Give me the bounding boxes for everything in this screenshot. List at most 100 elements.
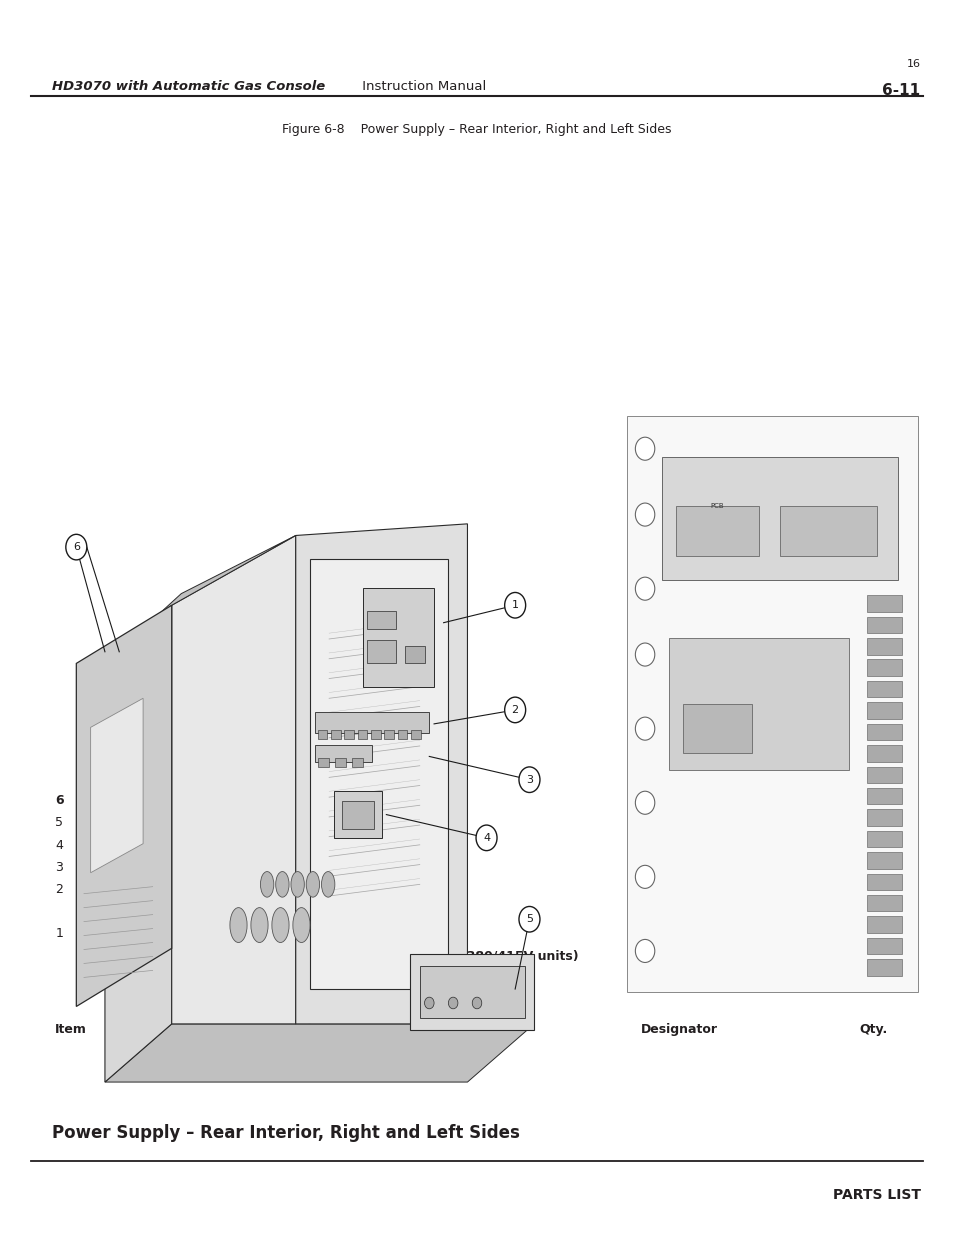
Bar	[779, 506, 876, 556]
Bar	[866, 703, 901, 719]
Text: 129264: 129264	[129, 816, 176, 830]
Text: F5: F5	[640, 839, 656, 852]
Ellipse shape	[230, 908, 247, 942]
Circle shape	[66, 535, 87, 559]
Ellipse shape	[293, 908, 310, 942]
Bar	[335, 757, 346, 767]
Circle shape	[424, 997, 434, 1009]
Text: 1: 1	[55, 927, 63, 941]
Bar	[314, 745, 372, 762]
Text: 6: 6	[72, 542, 80, 552]
Bar	[367, 611, 395, 629]
Text: Item: Item	[55, 1023, 87, 1036]
Text: Terminal board, 3 terminals: Terminal board, 3 terminals	[274, 861, 445, 874]
Bar	[371, 730, 380, 739]
Text: HD3070 Enclosure SA (for 220/380/415V units): HD3070 Enclosure SA (for 220/380/415V un…	[250, 950, 578, 963]
Text: 041274: 041274	[129, 927, 176, 941]
Text: 029623: 029623	[129, 794, 181, 808]
Circle shape	[504, 593, 525, 618]
Bar	[661, 457, 897, 580]
Text: PCB: PCB	[710, 504, 723, 509]
Bar	[866, 916, 901, 932]
Text: 5: 5	[55, 816, 63, 830]
Ellipse shape	[275, 872, 289, 897]
Bar	[411, 730, 420, 739]
Bar	[367, 640, 395, 663]
Bar	[866, 852, 901, 868]
Text: 029988: 029988	[129, 950, 181, 963]
Polygon shape	[105, 536, 295, 663]
Text: 6: 6	[55, 794, 64, 808]
Circle shape	[504, 697, 525, 722]
Ellipse shape	[306, 872, 319, 897]
Text: Number: Number	[129, 1023, 184, 1036]
Text: TB3: TB3	[640, 861, 664, 874]
Circle shape	[635, 643, 654, 666]
Bar	[866, 809, 901, 826]
Circle shape	[518, 767, 539, 793]
Circle shape	[635, 866, 654, 888]
Text: Fuse, FLQ30 time delay, 30 amp: Fuse, FLQ30 time delay, 30 amp	[250, 839, 453, 852]
Text: 008079: 008079	[129, 883, 176, 897]
Text: Figure 6-8    Power Supply – Rear Interior, Right and Left Sides: Figure 6-8 Power Supply – Rear Interior,…	[282, 124, 671, 137]
Circle shape	[635, 503, 654, 526]
Bar	[344, 730, 354, 739]
Text: Harness SA: Harness SA	[250, 905, 330, 919]
Text: 1XPCB5: 1XPCB5	[640, 927, 690, 941]
Bar	[405, 646, 424, 663]
Bar	[357, 730, 367, 739]
Bar	[866, 831, 901, 847]
Text: Assembly, pilot arc circuit: Assembly, pilot arc circuit	[250, 816, 412, 830]
Text: Instruction Manual: Instruction Manual	[357, 80, 485, 94]
Text: 1: 1	[879, 883, 886, 897]
Text: 1: 1	[878, 950, 886, 963]
Ellipse shape	[272, 908, 289, 942]
Polygon shape	[410, 955, 534, 1030]
Text: 5: 5	[525, 914, 533, 924]
Bar	[866, 895, 901, 911]
Text: HF I/O Panel SA (see Fig 6-9): HF I/O Panel SA (see Fig 6-9)	[250, 794, 452, 808]
Text: 3: 3	[525, 774, 533, 784]
Text: TB2: TB2	[640, 883, 664, 897]
Text: 4: 4	[482, 832, 490, 842]
Text: 1: 1	[879, 816, 886, 830]
Circle shape	[635, 792, 654, 814]
Circle shape	[472, 997, 481, 1009]
Polygon shape	[310, 558, 448, 989]
Circle shape	[635, 718, 654, 740]
Bar	[866, 680, 901, 698]
Ellipse shape	[260, 872, 274, 897]
Text: Part: Part	[129, 1040, 158, 1053]
Bar	[866, 638, 901, 655]
Text: 029947: 029947	[129, 972, 181, 986]
Bar	[866, 873, 901, 890]
Polygon shape	[76, 605, 172, 1007]
Text: Description: Description	[250, 1023, 330, 1036]
Bar	[866, 960, 901, 976]
Bar	[866, 767, 901, 783]
Text: 1: 1	[878, 972, 886, 986]
Text: 1: 1	[511, 600, 518, 610]
Bar	[331, 730, 340, 739]
Text: HD3070 with Automatic Gas Console: HD3070 with Automatic Gas Console	[52, 80, 325, 94]
Text: 6-11: 6-11	[882, 83, 920, 98]
Text: PC BD assy, ISO amp: PC BD assy, ISO amp	[250, 927, 381, 941]
Bar	[397, 730, 407, 739]
Bar	[668, 638, 848, 769]
Text: 108049: 108049	[129, 839, 176, 852]
Text: 1: 1	[878, 905, 886, 919]
Text: HD3070 Enclosure SA: HD3070 Enclosure SA	[250, 972, 400, 986]
Polygon shape	[105, 605, 172, 1082]
Text: 1: 1	[879, 861, 886, 874]
Bar	[419, 966, 524, 1018]
Bar	[334, 792, 381, 837]
Text: Power Supply – Rear Interior, Right and Left Sides: Power Supply – Rear Interior, Right and …	[52, 1124, 519, 1142]
Circle shape	[635, 437, 654, 461]
Text: 4: 4	[55, 839, 63, 852]
Text: 1: 1	[879, 927, 886, 941]
Bar	[681, 704, 751, 753]
Bar	[866, 616, 901, 634]
Text: Designator: Designator	[640, 1023, 718, 1036]
Text: 129172: 129172	[129, 905, 181, 919]
Bar	[866, 745, 901, 762]
